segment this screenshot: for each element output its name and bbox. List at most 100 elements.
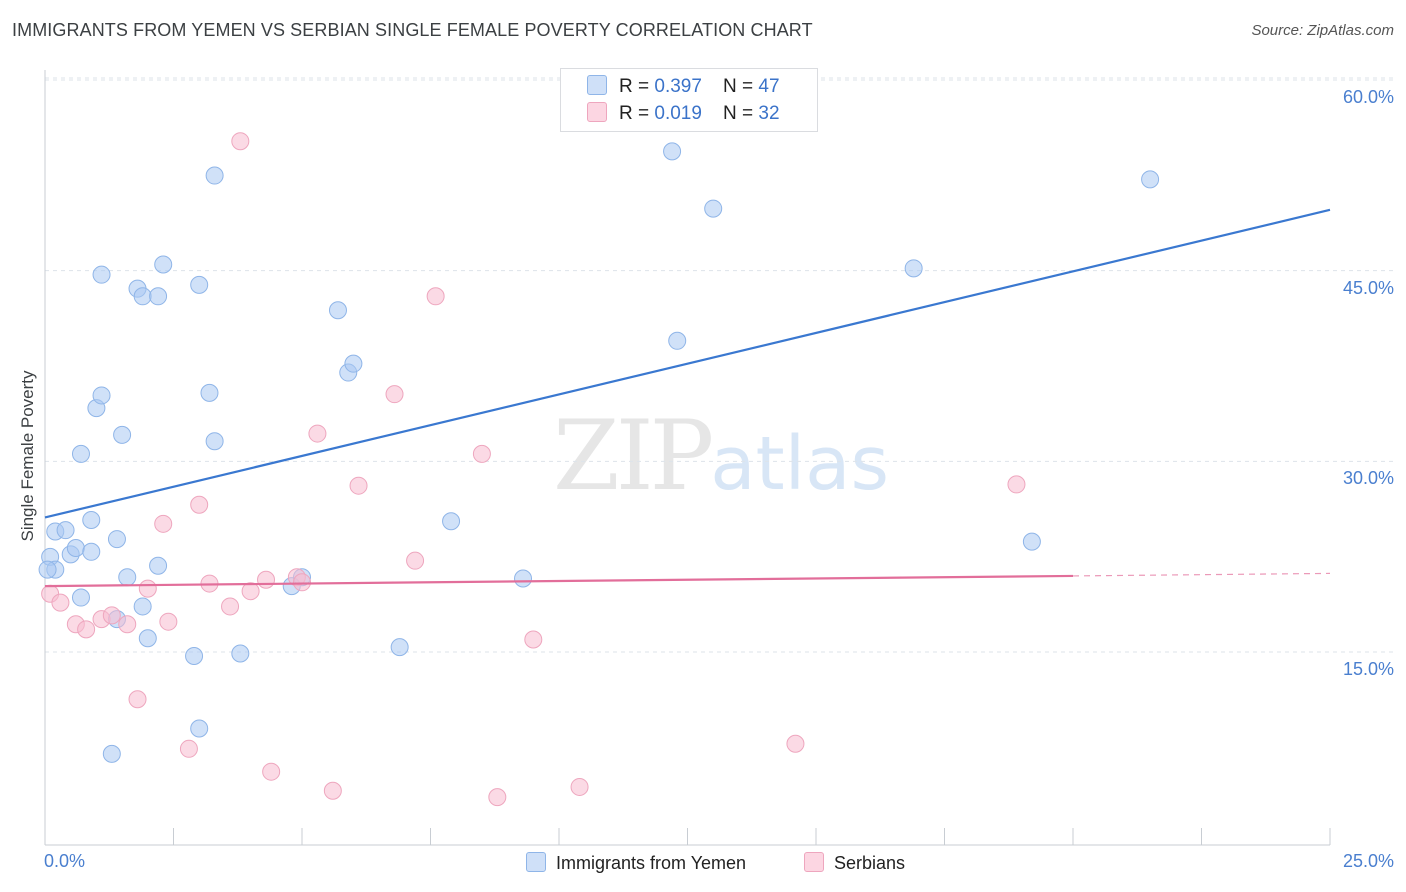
legend-n-value: 47 <box>758 76 780 97</box>
y-tick-label: 60.0% <box>1342 87 1394 107</box>
point-yemen <box>668 331 687 350</box>
x-tick-label-min: 0.0% <box>44 851 86 871</box>
legend-row-serbians: R = 0.019 N = 32 <box>587 102 780 125</box>
y-tick-label: 15.0% <box>1342 659 1394 679</box>
point-serbian <box>385 385 404 404</box>
legend-n-label: N = <box>723 76 759 97</box>
point-yemen <box>231 644 250 663</box>
point-serbian <box>190 495 209 514</box>
legend-r-label: R = <box>619 76 655 97</box>
point-yemen <box>149 287 168 306</box>
point-serbian <box>524 630 543 649</box>
point-serbian <box>1007 475 1026 494</box>
point-yemen <box>514 569 533 588</box>
legend-row-yemen: R = 0.397 N = 47 <box>587 75 780 98</box>
point-yemen <box>92 386 111 405</box>
point-yemen <box>107 530 126 549</box>
y-tick-label: 30.0% <box>1342 468 1394 489</box>
legend-n-label: N = <box>723 103 759 124</box>
y-tick-label: 45.0% <box>1342 277 1394 298</box>
point-yemen <box>133 597 152 616</box>
point-serbian <box>128 690 147 709</box>
bottom-legend-serbians[interactable]: Serbians <box>804 852 905 874</box>
trend-line-serbian <box>44 574 1074 588</box>
point-serbian <box>77 620 96 639</box>
point-yemen <box>344 354 363 373</box>
watermark: ZIPatlas <box>553 400 889 512</box>
point-yemen <box>904 259 923 278</box>
point-serbian <box>231 132 250 151</box>
point-serbian <box>293 573 311 592</box>
point-serbian <box>349 476 368 495</box>
point-serbian <box>154 514 173 533</box>
point-serbian <box>262 762 281 781</box>
watermark-atlas: atlas <box>710 421 890 507</box>
correlation-legend: R = 0.397 N = 47 R = 0.019 N = 32 <box>560 68 818 132</box>
point-yemen <box>71 588 90 607</box>
legend-swatch-blue <box>587 75 607 95</box>
point-yemen <box>149 556 168 575</box>
point-yemen <box>38 560 57 579</box>
watermark-zip: ZIP <box>553 400 714 512</box>
point-yemen <box>328 301 347 320</box>
point-yemen <box>704 199 723 218</box>
x-tick-label-max: 25.0% <box>1342 851 1394 871</box>
point-yemen <box>190 275 209 294</box>
point-yemen <box>118 568 137 587</box>
point-serbian <box>138 579 157 598</box>
point-serbian <box>472 444 491 463</box>
point-yemen <box>113 425 132 444</box>
point-yemen <box>82 542 101 561</box>
point-serbian <box>241 582 260 601</box>
point-yemen <box>205 432 224 451</box>
point-serbian <box>257 570 276 589</box>
point-serbian <box>179 739 198 758</box>
point-serbian <box>488 788 507 807</box>
point-serbian <box>51 593 70 612</box>
point-yemen <box>92 265 111 284</box>
chart-title: IMMIGRANTS FROM YEMEN VS SERBIAN SINGLE … <box>12 20 813 40</box>
bottom-legend-yemen[interactable]: Immigrants from Yemen <box>526 852 746 874</box>
point-serbian <box>323 781 342 800</box>
point-serbian <box>221 597 240 616</box>
point-yemen <box>442 512 461 531</box>
point-yemen <box>82 511 101 530</box>
legend-swatch-pink <box>587 102 607 122</box>
point-yemen <box>390 638 409 657</box>
point-yemen <box>71 444 90 463</box>
point-yemen <box>133 287 152 306</box>
point-yemen <box>56 521 75 540</box>
bottom-legend-swatch-blue <box>526 852 546 872</box>
point-yemen <box>1022 532 1041 551</box>
point-serbian <box>118 615 137 634</box>
point-yemen <box>102 744 121 763</box>
bottom-legend-label: Serbians <box>834 853 906 873</box>
point-serbian <box>159 612 178 631</box>
point-serbian <box>426 287 445 306</box>
source-credit: Source: ZipAtlas.com <box>1251 22 1394 39</box>
point-yemen <box>205 166 224 185</box>
point-serbian <box>406 551 425 570</box>
point-yemen <box>66 538 85 557</box>
legend-n-value: 32 <box>758 103 780 124</box>
point-serbian <box>102 606 121 625</box>
bottom-legend-label: Immigrants from Yemen <box>556 853 747 873</box>
point-yemen <box>154 255 173 274</box>
legend-r-value: 0.019 <box>654 103 702 124</box>
point-yemen <box>200 383 219 402</box>
legend-r-value: 0.397 <box>654 76 702 97</box>
y-axis-label: Single Female Poverty <box>18 370 37 542</box>
bottom-legend-swatch-pink <box>804 852 824 872</box>
point-serbian <box>570 777 589 796</box>
point-yemen <box>138 629 157 648</box>
trend-line-yemen <box>44 208 1331 519</box>
point-yemen <box>1141 170 1160 189</box>
legend-r-label: R = <box>619 103 655 124</box>
point-serbian <box>786 734 805 753</box>
trend-line-serbian-extension <box>1072 572 1331 577</box>
point-yemen <box>190 719 209 738</box>
point-yemen <box>663 142 682 161</box>
point-yemen <box>185 647 204 666</box>
point-serbian <box>308 424 327 443</box>
